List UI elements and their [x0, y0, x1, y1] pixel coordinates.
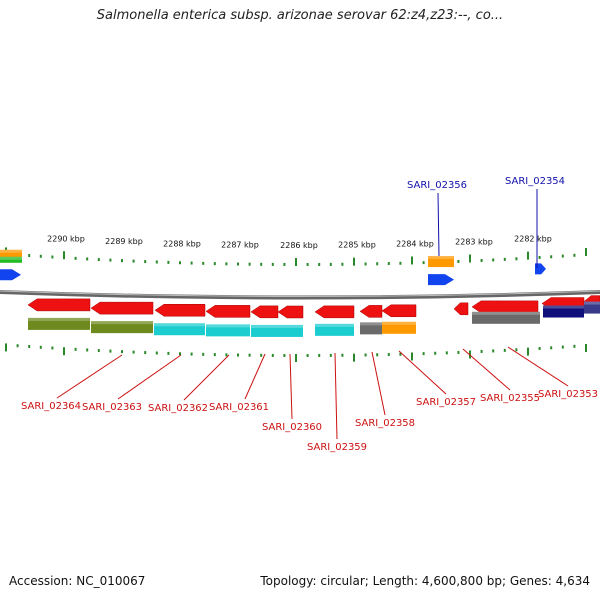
gene-arrow [453, 302, 469, 316]
gene-label-sari_02354: SARI_02354 [505, 176, 565, 187]
callout-line [117, 354, 182, 400]
scale-ticks-bottom [5, 343, 587, 362]
gene-arrow [90, 301, 154, 315]
genome-stats-text: Topology: circular; Length: 4,600,800 bp… [260, 574, 590, 588]
feature-box-cyan-shine [315, 323, 354, 327]
gene-label-sari_02363: SARI_02363 [82, 402, 142, 413]
feature-box-navy-shine [543, 305, 584, 309]
callout-line [334, 352, 338, 440]
gene-arrow [471, 300, 539, 314]
gene-arrow-forward [0, 269, 21, 281]
scale-label: 2284 kbp [396, 239, 434, 248]
gene-label-sari_02355: SARI_02355 [480, 393, 540, 404]
gene-label-sari_02356: SARI_02356 [407, 180, 467, 191]
feature-box-gray [472, 311, 540, 324]
feature-box-cyan [206, 324, 250, 337]
scale-label: 2282 kbp [514, 234, 552, 243]
gene-label-sari_02362: SARI_02362 [148, 403, 208, 414]
feature-box-orange-shine [382, 321, 416, 325]
callout-line [437, 192, 440, 257]
callout-line [56, 354, 123, 399]
scale-label: 2287 kbp [221, 241, 259, 250]
gene-arrow [205, 305, 251, 318]
scale-ticks-top [5, 247, 587, 266]
feature-box-navy [584, 301, 600, 314]
gene-arrow [154, 303, 206, 317]
scale-labels: 2290 kbp 2289 kbp 2288 kbp 2287 kbp 2286 kbp… [47, 234, 552, 250]
scale-label: 2288 kbp [163, 239, 201, 248]
callout-line [507, 346, 569, 387]
genome-backbone [0, 290, 600, 300]
gene-arrow-forward [428, 274, 454, 286]
callout-line [371, 351, 386, 416]
feature-box-orange [0, 249, 22, 258]
callouts: SARI_02356 SARI_02354 SARI_02364 SARI_02363… [21, 176, 598, 453]
scale-label: 2285 kbp [338, 241, 376, 250]
feature-box-cyan [315, 323, 354, 336]
feature-box-olive-shine [91, 321, 153, 325]
feature-box-orange-shine [428, 256, 454, 260]
gene-label-sari_02357: SARI_02357 [416, 397, 476, 408]
gene-arrow [277, 305, 304, 319]
callout-line [183, 354, 230, 401]
callout-line [244, 353, 266, 400]
gene-arrow [27, 298, 91, 312]
feature-box-cyan [251, 324, 303, 337]
gene-label-sari_02358: SARI_02358 [355, 418, 415, 429]
feature-box-cyan-shine [251, 324, 303, 328]
genome-backbone-highlight [0, 290, 600, 297]
feature-box-olive [91, 321, 153, 334]
scale-label: 2289 kbp [105, 237, 143, 246]
map-title: Salmonella enterica subsp. arizonae sero… [96, 8, 504, 23]
gene-arrow-forward [535, 263, 546, 275]
feature-box-gray-shine [360, 322, 382, 326]
callout-line [289, 353, 293, 420]
feature-box-orange [382, 321, 416, 334]
feature-box-navy-shine [584, 301, 600, 305]
feature-box-cyan-shine [154, 323, 205, 327]
feature-box-orange-shine [0, 249, 22, 253]
feature-box-gray [360, 322, 382, 335]
callout-line [462, 348, 511, 391]
gene-arrow [250, 305, 279, 319]
feature-box-olive [28, 317, 90, 330]
gene-arrow [359, 305, 383, 318]
scale-label: 2286 kbp [280, 241, 318, 250]
gene-label-sari_02361: SARI_02361 [209, 402, 269, 413]
gene-label-sari_02353: SARI_02353 [538, 389, 598, 400]
gene-label-sari_02364: SARI_02364 [21, 401, 81, 412]
feature-box-cyan-shine [206, 324, 250, 328]
gene-label-sari_02360: SARI_02360 [262, 422, 322, 433]
feature-box-gray-shine [472, 311, 540, 315]
features [0, 249, 600, 337]
feature-box-navy [543, 305, 584, 318]
gene-arrow [381, 304, 417, 318]
feature-box-green-shine [0, 256, 22, 260]
scale-label: 2290 kbp [47, 234, 85, 243]
scale-label: 2283 kbp [455, 237, 493, 246]
callout-line [398, 350, 447, 395]
gene-arrow [314, 305, 355, 319]
accession-text: Accession: NC_010067 [9, 574, 146, 588]
feature-box-orange [428, 256, 454, 268]
feature-box-olive-shine [28, 317, 90, 321]
feature-box-green [0, 256, 22, 263]
feature-box-cyan [154, 323, 205, 336]
gene-label-sari_02359: SARI_02359 [307, 442, 367, 453]
